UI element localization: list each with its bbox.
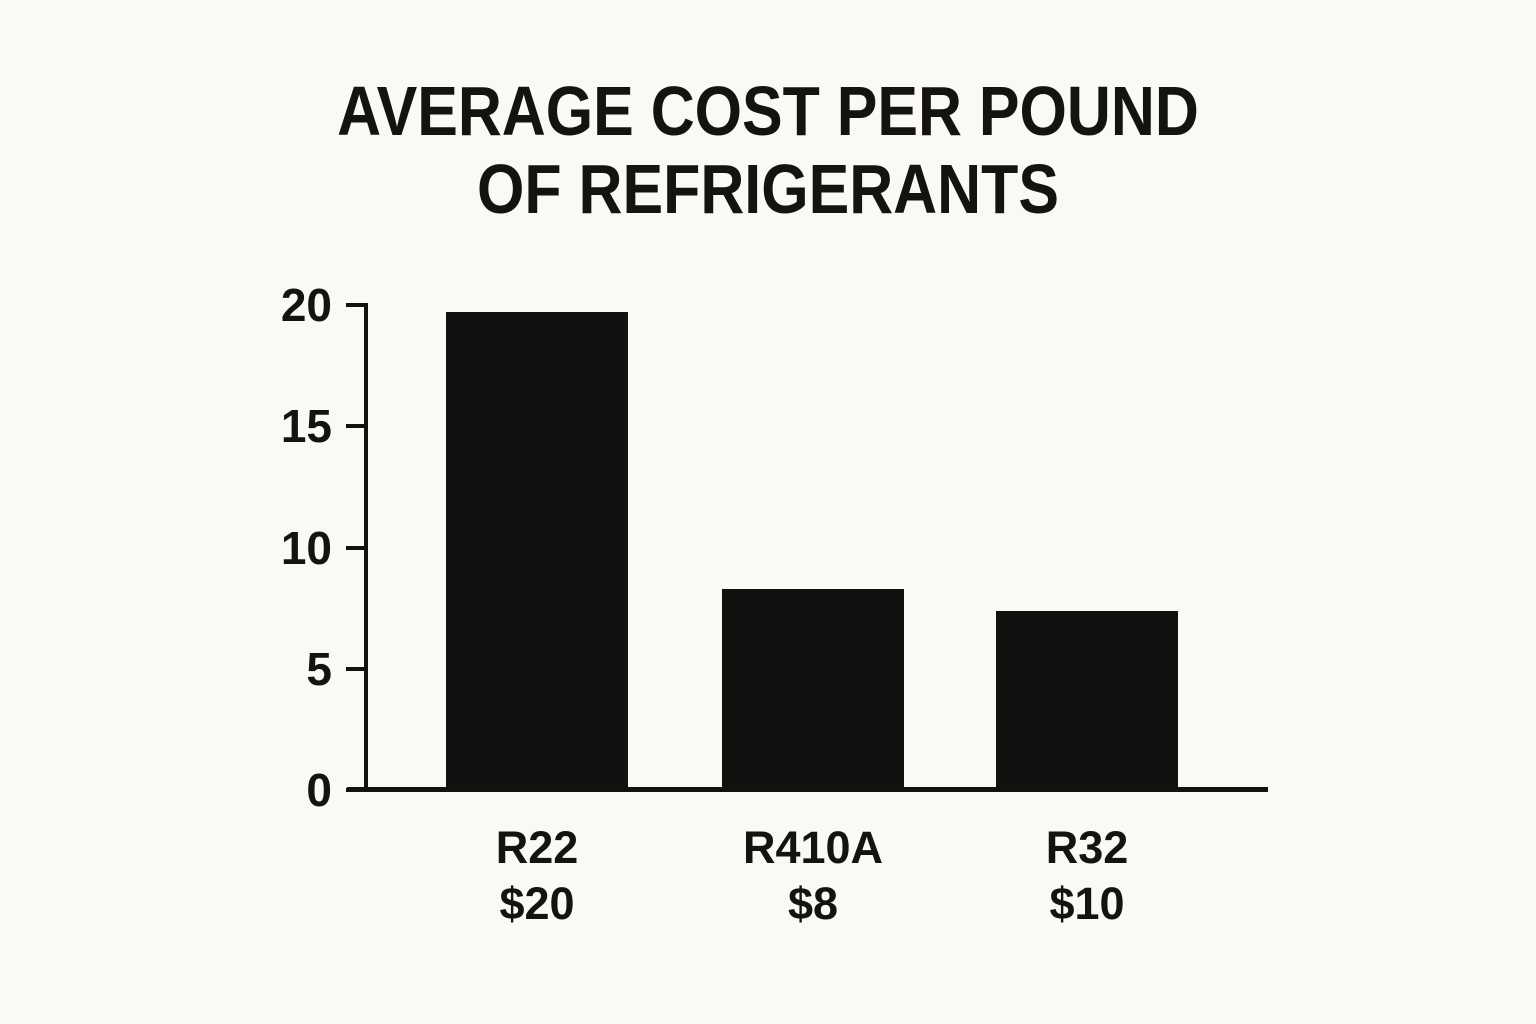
y-axis-tick (346, 666, 364, 671)
x-category-label: R32 $10 (927, 820, 1247, 932)
category-value: $8 (787, 877, 839, 929)
y-tick-label: 15 (280, 400, 332, 453)
category-name: R410A (742, 822, 884, 873)
y-tick-label: 0 (306, 764, 332, 816)
y-tick-label: 20 (280, 279, 332, 331)
y-axis-tick (346, 303, 364, 307)
category-value: $10 (1049, 877, 1125, 929)
x-category-label: R410A $8 (653, 820, 973, 932)
x-category-label: R22 $20 (377, 820, 697, 932)
y-axis-tick (346, 424, 364, 429)
category-value: $20 (499, 877, 575, 929)
y-axis-line (364, 303, 368, 792)
bar-r410a (722, 589, 904, 791)
chart-title: AVERAGE COST PER POUND OF REFRIGERANTS (100, 72, 1436, 229)
y-axis-tick (346, 788, 364, 792)
y-axis-tick (346, 545, 364, 550)
category-name: R32 (1045, 822, 1129, 873)
category-name: R22 (495, 822, 579, 873)
chart-title-line-1: AVERAGE COST PER POUND (337, 72, 1199, 150)
y-tick-label: 5 (306, 642, 332, 695)
y-tick-label: 10 (280, 521, 332, 574)
bar-r32 (996, 611, 1178, 791)
bar-r22 (446, 312, 628, 791)
chart-title-line-2: OF REFRIGERANTS (477, 150, 1059, 229)
